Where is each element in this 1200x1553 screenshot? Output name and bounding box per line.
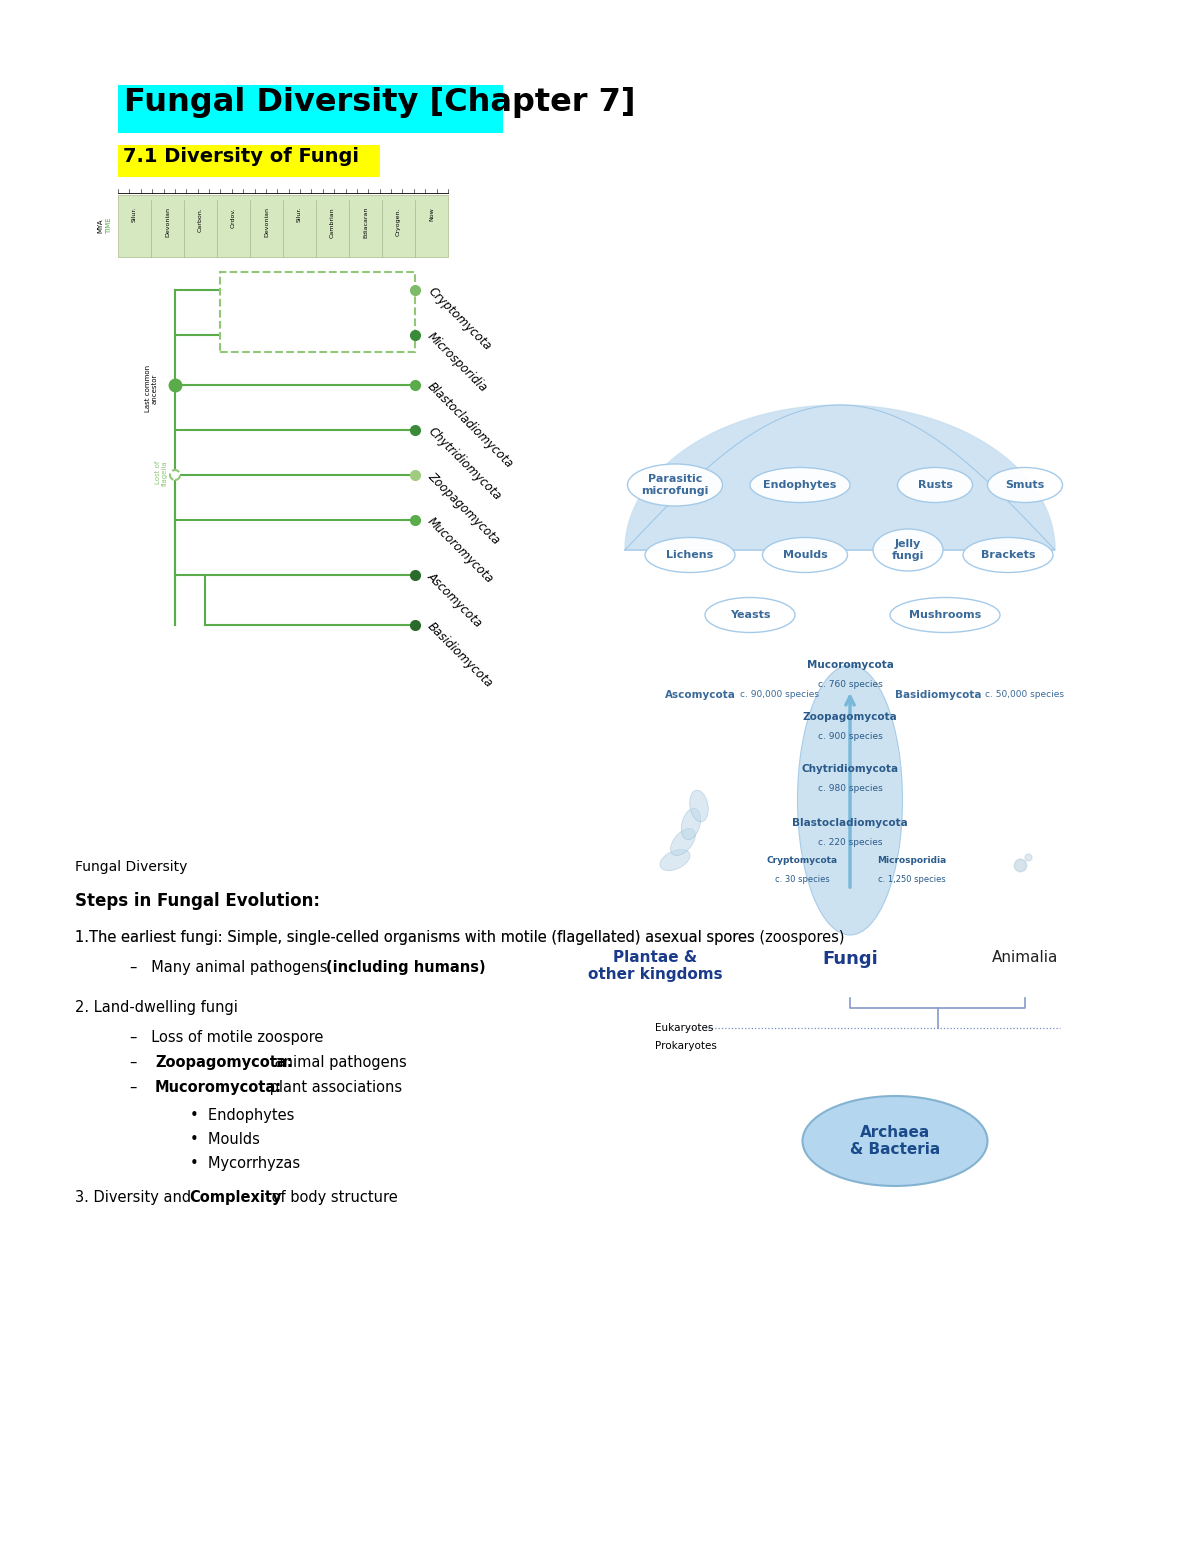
Text: of body structure: of body structure [266, 1190, 397, 1205]
Text: Fungal Diversity: Fungal Diversity [74, 860, 187, 874]
Text: Brackets: Brackets [980, 550, 1036, 561]
Text: Rusts: Rusts [918, 480, 953, 491]
Ellipse shape [690, 790, 708, 822]
Text: –   Many animal pathogens: – Many animal pathogens [130, 960, 332, 975]
Text: •  Mycorrhyzas: • Mycorrhyzas [190, 1155, 300, 1171]
Text: •  Moulds: • Moulds [190, 1132, 260, 1148]
Text: Lost of
flagella: Lost of flagella [155, 460, 168, 486]
Text: Cryogen.: Cryogen. [396, 207, 401, 236]
Text: Basidiomycota: Basidiomycota [425, 620, 496, 691]
Circle shape [170, 471, 180, 480]
Ellipse shape [660, 849, 690, 871]
Text: c. 220 species: c. 220 species [817, 828, 882, 848]
Text: Prokaryotes: Prokaryotes [655, 1041, 716, 1051]
Text: Smuts: Smuts [1006, 480, 1045, 491]
Text: Ordov.: Ordov. [230, 207, 236, 228]
Text: Mucoromycota:: Mucoromycota: [155, 1079, 282, 1095]
Text: animal pathogens: animal pathogens [270, 1054, 407, 1070]
Text: Fungi: Fungi [822, 950, 878, 968]
Text: 7.1 Diversity of Fungi: 7.1 Diversity of Fungi [124, 148, 359, 166]
Text: Animalia: Animalia [992, 950, 1058, 964]
Text: Last common
ancestor: Last common ancestor [144, 365, 157, 412]
Text: Cryptomycota: Cryptomycota [425, 286, 493, 354]
Ellipse shape [706, 598, 796, 632]
Text: Blastocladiomycota: Blastocladiomycota [792, 818, 908, 828]
Text: Zoopagomycota:: Zoopagomycota: [155, 1054, 293, 1070]
Text: Zoopagomycota: Zoopagomycota [425, 471, 502, 547]
Text: Zoopagomycota: Zoopagomycota [803, 711, 898, 722]
Text: c. 30 species: c. 30 species [775, 865, 829, 884]
Text: Complexity: Complexity [190, 1190, 282, 1205]
Text: Devonian: Devonian [264, 207, 269, 238]
Text: Devonian: Devonian [166, 207, 170, 238]
Ellipse shape [628, 464, 722, 506]
Text: Blastocladiomycota: Blastocladiomycota [425, 380, 516, 471]
Text: Eukaryotes: Eukaryotes [655, 1023, 713, 1033]
Text: Jelly
fungi: Jelly fungi [892, 539, 924, 561]
Ellipse shape [874, 530, 943, 572]
Text: Fungal Diversity [Chapter 7]: Fungal Diversity [Chapter 7] [124, 87, 636, 118]
Text: Cryptomycota: Cryptomycota [767, 856, 838, 865]
Ellipse shape [898, 467, 972, 503]
Ellipse shape [646, 537, 734, 573]
Text: 2. Land-dwelling fungi: 2. Land-dwelling fungi [74, 1000, 238, 1016]
Text: Mucoromycota: Mucoromycota [425, 516, 496, 585]
Text: Mucoromycota: Mucoromycota [806, 660, 894, 669]
Text: –   Loss of motile zoospore: – Loss of motile zoospore [130, 1030, 323, 1045]
Ellipse shape [798, 665, 902, 935]
Ellipse shape [762, 537, 847, 573]
Text: Microsporidia: Microsporidia [877, 856, 947, 865]
Ellipse shape [750, 467, 850, 503]
Text: Now: Now [430, 207, 434, 221]
Text: (including humans): (including humans) [326, 960, 486, 975]
Text: MYA: MYA [97, 219, 103, 233]
Text: Ediacaran: Ediacaran [364, 207, 368, 238]
FancyBboxPatch shape [118, 196, 448, 256]
Text: 1.The earliest fungi: Simple, single-celled organisms with motile (flagellated) : 1.The earliest fungi: Simple, single-cel… [74, 930, 760, 944]
Text: c. 760 species: c. 760 species [817, 669, 882, 690]
FancyBboxPatch shape [118, 85, 503, 134]
Ellipse shape [671, 828, 695, 856]
Text: –: – [130, 1079, 151, 1095]
Text: Silur.: Silur. [132, 207, 137, 222]
Ellipse shape [803, 1096, 988, 1186]
Text: Mushrooms: Mushrooms [908, 610, 982, 620]
Ellipse shape [964, 537, 1054, 573]
Text: c. 90,000 species: c. 90,000 species [740, 690, 818, 699]
Text: Lichens: Lichens [666, 550, 714, 561]
Text: plant associations: plant associations [265, 1079, 402, 1095]
Text: c. 50,000 species: c. 50,000 species [985, 690, 1064, 699]
Ellipse shape [890, 598, 1000, 632]
Text: 3. Diversity and: 3. Diversity and [74, 1190, 196, 1205]
Text: TIME: TIME [106, 217, 112, 235]
Text: Basidiomycota: Basidiomycota [895, 690, 982, 700]
FancyBboxPatch shape [118, 144, 380, 177]
Text: –: – [130, 1054, 151, 1070]
Text: Chytridiomycota: Chytridiomycota [425, 426, 503, 503]
Text: Plantae &
other kingdoms: Plantae & other kingdoms [588, 950, 722, 983]
Text: Carbon.: Carbon. [198, 207, 203, 231]
Text: •  Endophytes: • Endophytes [190, 1107, 294, 1123]
Text: c. 900 species: c. 900 species [817, 722, 882, 741]
Text: Chytridiomycota: Chytridiomycota [802, 764, 899, 773]
Text: Ascomycota: Ascomycota [665, 690, 736, 700]
Text: Microsporidia: Microsporidia [425, 329, 490, 394]
Polygon shape [625, 405, 1055, 550]
Text: c. 1,250 species: c. 1,250 species [878, 865, 946, 884]
Text: 1.The earliest fungi: Simple, single-celled organisms with motile (flagellated) : 1.The earliest fungi: Simple, single-cel… [74, 930, 760, 944]
Text: Archaea
& Bacteria: Archaea & Bacteria [850, 1124, 940, 1157]
Text: Endophytes: Endophytes [763, 480, 836, 491]
Text: Moulds: Moulds [782, 550, 827, 561]
Ellipse shape [988, 467, 1062, 503]
Text: Yeasts: Yeasts [730, 610, 770, 620]
Ellipse shape [682, 809, 701, 840]
Text: Parasitic
microfungi: Parasitic microfungi [641, 474, 709, 495]
Text: 1.The earliest fungi: Simple, single-celled organisms with motile (flagellated) : 1.The earliest fungi: Simple, single-cel… [74, 930, 845, 944]
Text: Cambrian: Cambrian [330, 207, 335, 238]
Text: Steps in Fungal Evolution:: Steps in Fungal Evolution: [74, 891, 320, 910]
Text: Silur.: Silur. [298, 207, 302, 222]
Text: Ascomycota: Ascomycota [425, 570, 485, 631]
Text: c. 980 species: c. 980 species [817, 773, 882, 794]
Bar [220, 272, 415, 353]
